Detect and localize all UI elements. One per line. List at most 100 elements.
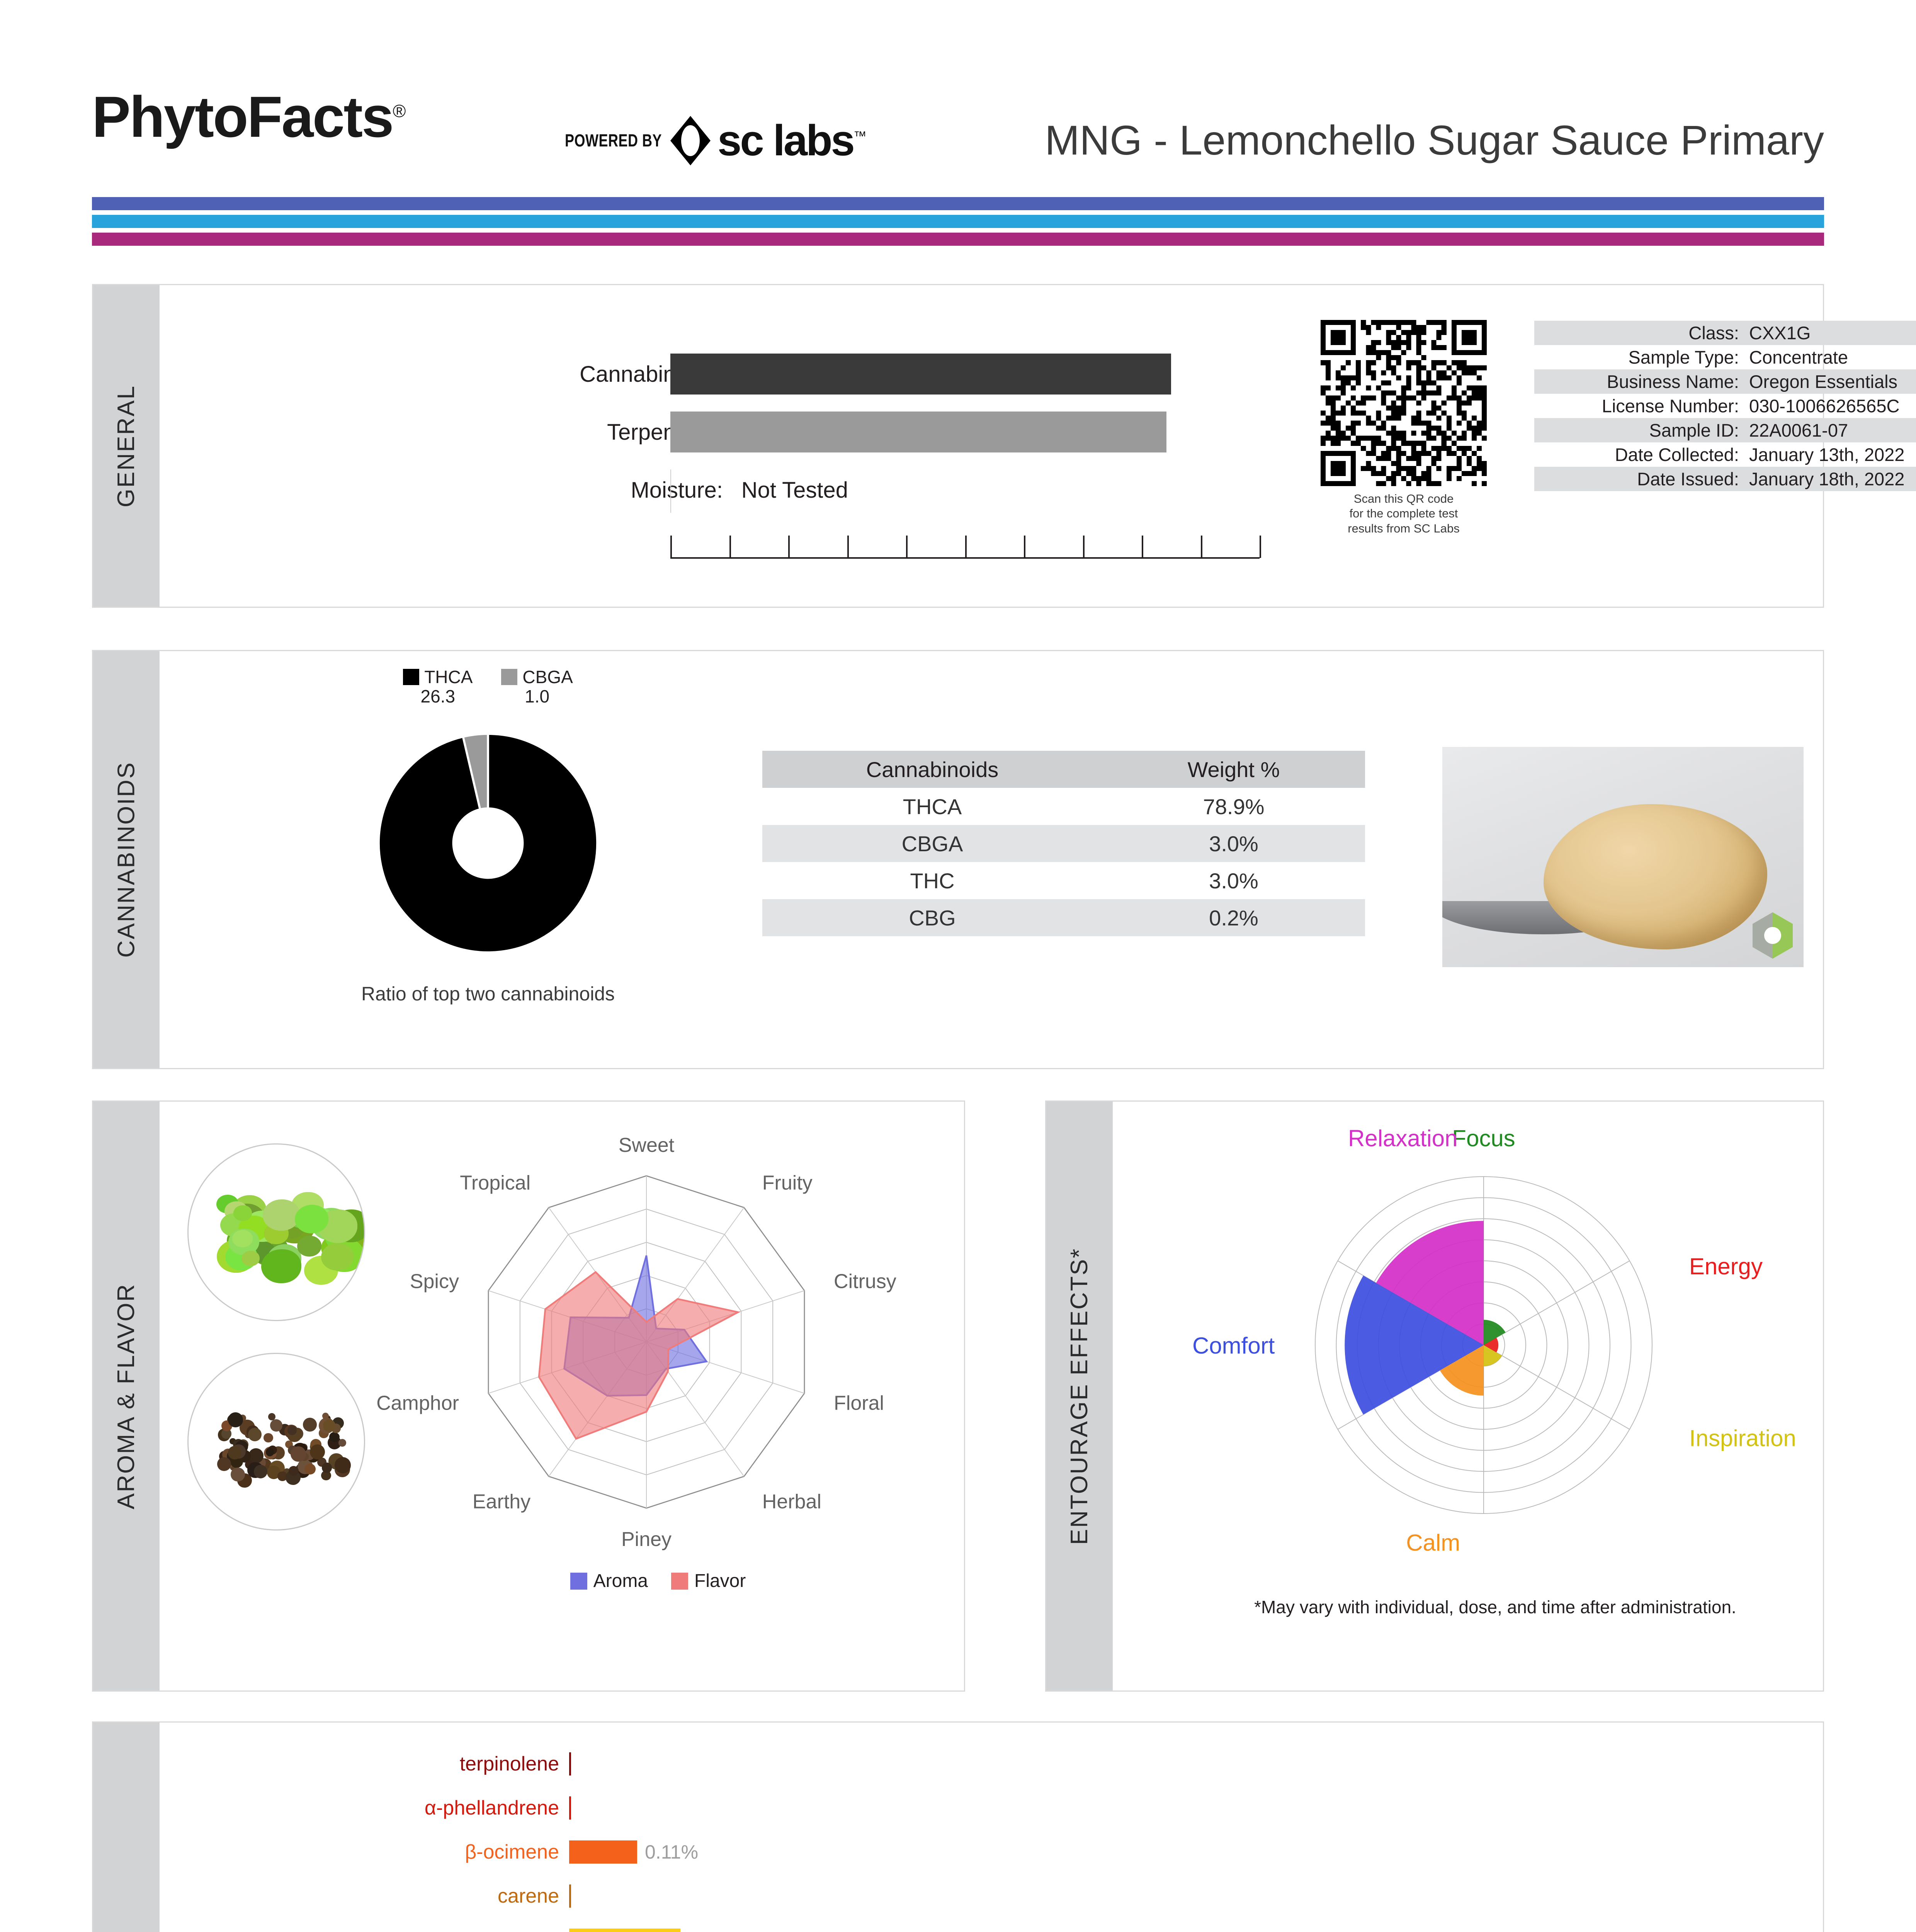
moisture-bar-placeholder xyxy=(670,469,671,513)
peppercorn-shape xyxy=(231,1467,245,1481)
terpene-bar-wrap xyxy=(569,1786,1800,1830)
column-header-weight: Weight % xyxy=(1187,757,1280,782)
sample-id-label: Sample ID: xyxy=(1649,420,1739,440)
legend-item-flavor: Flavor xyxy=(671,1570,746,1592)
peppercorn-shape xyxy=(322,1412,329,1420)
svg-text:Citrusy: Citrusy xyxy=(834,1270,896,1293)
business-name-label: Business Name: xyxy=(1607,371,1739,392)
axis-tick xyxy=(965,536,967,558)
terpene-bar-wrap: 0.18% xyxy=(569,1918,1800,1932)
table-row: License Number: 030-1006626565C xyxy=(1534,394,1916,418)
cannabinoids-bar xyxy=(670,354,1171,395)
table-row: CBGA 3.0% xyxy=(762,825,1365,862)
table-row: Business Name: Oregon Essentials xyxy=(1534,369,1916,394)
cell-name: THC xyxy=(910,868,955,893)
sc-labs-hexagon-icon xyxy=(670,116,711,165)
svg-text:Camphor: Camphor xyxy=(376,1392,459,1415)
terpene-row: limonene 0.18% xyxy=(183,1918,1800,1932)
entourage-disclaimer: *May vary with individual, dose, and tim… xyxy=(1254,1597,1736,1617)
license-number-label: License Number: xyxy=(1601,396,1739,416)
sample-id-value: 22A0061-07 xyxy=(1749,420,1848,440)
table-row: THC 3.0% xyxy=(762,862,1365,899)
hops-photo-icon xyxy=(187,1143,365,1321)
qr-code-block: Scan this QR code for the complete test re… xyxy=(1315,320,1493,536)
peppercorn-shape xyxy=(217,1457,231,1471)
terpene-bar xyxy=(569,1796,571,1820)
hop-cone-shape xyxy=(233,1205,252,1221)
table-header-row: Cannabinoids Weight % xyxy=(762,751,1365,788)
legend-label-thca: THCA xyxy=(424,667,473,687)
peppercorn-shape xyxy=(329,1432,339,1442)
class-value: CXX1G xyxy=(1749,323,1811,343)
sc-labs-watermark-icon xyxy=(1753,912,1793,959)
cannabinoids-section: CANNABINOIDS THCA 26.3 CBGA xyxy=(92,650,1824,1069)
donut-legend: THCA 26.3 CBGA 1.0 xyxy=(260,667,716,707)
legend-swatch-flavor xyxy=(671,1572,688,1590)
terpene-value: 0.18% xyxy=(688,1929,743,1932)
class-label: Class: xyxy=(1688,323,1739,343)
legend-label-cbga: CBGA xyxy=(522,667,573,687)
axis-tick xyxy=(1260,536,1261,558)
svg-text:Tropical: Tropical xyxy=(460,1172,530,1194)
date-collected-label: Date Collected: xyxy=(1615,444,1739,465)
terpene-name: limonene xyxy=(183,1929,569,1932)
column-header-cannabinoids: Cannabinoids xyxy=(866,757,999,782)
peppercorn-shape xyxy=(248,1428,262,1442)
general-axis xyxy=(670,536,1261,559)
license-number-value: 030-1006626565C xyxy=(1749,396,1900,416)
hop-cone-shape xyxy=(232,1230,253,1248)
svg-text:Floral: Floral xyxy=(834,1392,884,1415)
phytoprint-section: PHYTOPRINT® terpinolene α-phellandrene β-o… xyxy=(92,1721,1824,1932)
svg-text:Fruity: Fruity xyxy=(762,1172,813,1194)
moisture-value: Not Tested xyxy=(741,477,848,503)
terpene-name: terpinolene xyxy=(459,1753,559,1775)
terpene-bar-wrap xyxy=(569,1742,1800,1786)
entourage-effects-chart: Focus Energy Inspiration Calm Comfort Relaxat… xyxy=(1155,1113,1835,1617)
legend-item-aroma: Aroma xyxy=(570,1570,648,1592)
terpene-name: β-ocimene xyxy=(465,1841,559,1863)
donut-caption: Ratio of top two cannabinoids xyxy=(361,983,615,1005)
terpene-name: α-phellandrene xyxy=(424,1797,559,1819)
table-row: CBG 0.2% xyxy=(762,899,1365,936)
peppercorn-shape xyxy=(268,1413,276,1420)
svg-text:Relaxation: Relaxation xyxy=(1348,1126,1458,1151)
peppercorn-shape xyxy=(248,1448,264,1464)
peppercorn-shape xyxy=(291,1446,306,1462)
aroma-flavor-section: AROMA & FLAVOR Sweet Fruity Citrusy Floral H… xyxy=(92,1100,965,1692)
terpene-row: α-phellandrene xyxy=(183,1786,1800,1830)
svg-text:Herbal: Herbal xyxy=(762,1491,821,1513)
cannabinoid-ratio-chart: THCA 26.3 CBGA 1.0 Ratio of top two cann… xyxy=(260,667,716,1005)
header-rule-cyan xyxy=(92,215,1824,228)
peppercorn-shape xyxy=(321,1463,332,1473)
peppercorn-shape xyxy=(254,1465,267,1479)
legend-item-cbga: CBGA 1.0 xyxy=(501,667,573,707)
sc-labs-wordmark: sc labs xyxy=(717,116,855,165)
cell-name: THCA xyxy=(903,794,962,819)
axis-tick xyxy=(788,536,790,558)
terpene-bar-wrap: 0.11% xyxy=(569,1830,1800,1874)
cell-name: CBGA xyxy=(901,831,963,856)
peppercorn-shape xyxy=(287,1426,297,1435)
report-header: PhytoFacts® POWERED BY sc labs™ MNG - Le… xyxy=(0,0,1916,270)
svg-text:Inspiration: Inspiration xyxy=(1689,1425,1796,1451)
aroma-reference-images xyxy=(187,1143,365,1562)
terpene-bar xyxy=(569,1884,571,1908)
phytoprint-section-label: PHYTOPRINT® xyxy=(93,1723,160,1932)
peppercorn-shape xyxy=(228,1412,243,1427)
peppercorn-photo-icon xyxy=(187,1353,365,1531)
axis-tick xyxy=(1083,536,1085,558)
table-row: Sample Type: Concentrate xyxy=(1534,345,1916,369)
svg-text:Sweet: Sweet xyxy=(619,1134,675,1156)
aroma-flavor-section-label: AROMA & FLAVOR xyxy=(93,1102,160,1690)
moisture-label: Moisture: xyxy=(631,477,723,503)
cell-weight: 3.0% xyxy=(1209,831,1258,856)
date-issued-label: Date Issued: xyxy=(1637,469,1739,489)
general-row: Moisture: Not Tested xyxy=(260,461,859,519)
axis-tick xyxy=(1200,536,1202,558)
legend-swatch-aroma xyxy=(570,1572,587,1590)
hop-cone-shape xyxy=(261,1249,302,1283)
qr-code-icon[interactable] xyxy=(1321,320,1487,486)
powered-by-sc-labs: POWERED BY sc labs™ xyxy=(565,116,867,165)
radar-plot: Sweet Fruity Citrusy Floral Herbal Piney Earth… xyxy=(376,1134,896,1551)
table-row: Sample ID: 22A0061-07 xyxy=(1534,418,1916,442)
